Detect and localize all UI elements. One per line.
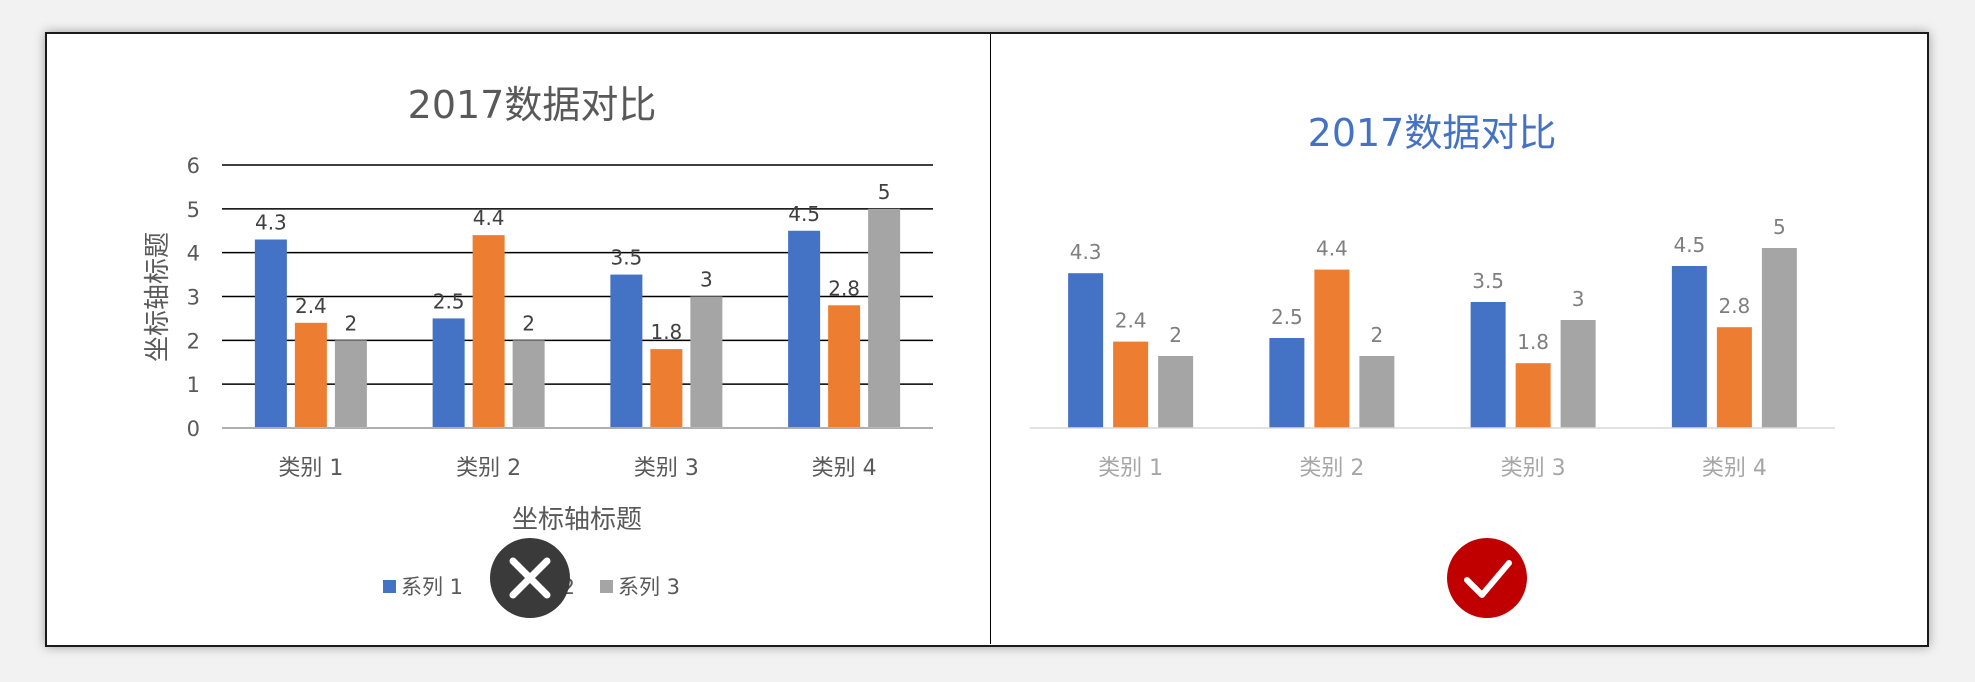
data-label: 2.8	[1718, 294, 1750, 318]
y-tick-label: 4	[187, 242, 200, 266]
cross-icon	[509, 557, 551, 599]
data-label: 4.4	[1316, 237, 1348, 261]
legend-label-series1: 系列 1	[401, 575, 463, 599]
chart-title: 2017数据对比	[408, 83, 657, 127]
x-axis-title: 坐标轴标题	[512, 505, 642, 535]
x-tick-label: 类别 2	[1299, 456, 1364, 481]
bar-series3-3	[690, 296, 723, 428]
data-label: 4.4	[473, 206, 505, 230]
bar-series3-3	[1560, 320, 1596, 428]
data-label: 2	[345, 311, 358, 335]
bar-series2-3	[650, 349, 683, 428]
bar-series1-2	[432, 318, 465, 428]
bar-series2-2	[472, 235, 505, 428]
bar-series3-1	[1158, 356, 1194, 428]
bar-series1-1	[254, 239, 287, 428]
data-label: 3.5	[1472, 269, 1504, 293]
data-label: 1.8	[650, 320, 682, 344]
bar-series3-2	[512, 340, 545, 428]
y-tick-label: 1	[187, 373, 200, 397]
data-label: 2.4	[1115, 309, 1147, 333]
x-tick-label: 类别 4	[812, 456, 877, 481]
y-tick-label: 0	[187, 417, 200, 441]
x-tick-label: 类别 4	[1702, 456, 1767, 481]
bar-series3-4	[868, 208, 901, 428]
check-icon	[1464, 560, 1512, 598]
legend-swatch-series3	[600, 580, 613, 593]
comparison-frame	[45, 32, 1929, 647]
left-chart: 2017数据对比 0 1 2 3 4 5 6 坐标轴标题 4.3 2.4 2 类别 1 2.5 4.4 2 类别…	[143, 83, 933, 618]
bar-series1-4	[1671, 266, 1707, 428]
check-icon-badge	[1447, 538, 1527, 618]
bar-series3-2	[1359, 356, 1395, 428]
bar-series1-3	[610, 274, 643, 428]
y-tick-label: 6	[187, 154, 200, 178]
bar-series2-4	[1716, 327, 1752, 428]
x-tick-label: 类别 1	[1098, 456, 1163, 481]
data-label: 2	[522, 311, 535, 335]
data-label: 5	[878, 180, 891, 204]
bar-series1-4	[788, 230, 821, 428]
data-label: 4.5	[1673, 233, 1705, 257]
legend-label-series3: 系列 3	[618, 575, 680, 599]
bar-series2-3	[1515, 363, 1551, 428]
data-label: 2.8	[828, 276, 860, 300]
x-tick-label: 类别 2	[456, 456, 521, 481]
x-tick-label: 类别 3	[634, 456, 699, 481]
data-label: 2.4	[295, 294, 327, 318]
chart-title: 2017数据对比	[1308, 111, 1557, 155]
bar-series2-2	[1314, 269, 1350, 428]
bar-series2-1	[1113, 341, 1149, 428]
data-label: 4.3	[1070, 240, 1102, 264]
y-tick-label: 3	[187, 286, 200, 310]
bar-series2-4	[828, 305, 861, 428]
y-tick-label: 5	[187, 198, 200, 222]
data-label: 3	[700, 268, 713, 292]
data-label: 2.5	[433, 289, 465, 313]
data-label: 2	[1371, 323, 1384, 347]
data-label: 2	[1169, 323, 1182, 347]
right-chart: 2017数据对比 4.3 2.4 2 类别 1 2.5 4.4 2 类别 2 3.5 1.8 3 类别 …	[1030, 111, 1835, 618]
data-label: 1.8	[1517, 330, 1549, 354]
bar-series3-1	[334, 340, 367, 428]
data-label: 4.3	[255, 211, 287, 235]
legend-swatch-series1	[383, 580, 396, 593]
data-label: 4.5	[788, 202, 820, 226]
bar-series3-4	[1761, 248, 1797, 428]
x-tick-label: 类别 1	[278, 456, 343, 481]
y-axis-title: 坐标轴标题	[143, 232, 173, 362]
data-label: 5	[1773, 215, 1786, 239]
y-tick-label: 2	[187, 329, 200, 353]
x-tick-label: 类别 3	[1501, 456, 1566, 481]
bar-series2-1	[294, 322, 327, 428]
bar-series1-2	[1269, 338, 1305, 428]
data-label: 3.5	[610, 246, 642, 270]
bar-series1-1	[1068, 273, 1104, 428]
bar-series1-3	[1470, 302, 1506, 428]
data-label: 3	[1572, 287, 1585, 311]
data-label: 2.5	[1271, 305, 1303, 329]
panel-divider	[990, 34, 991, 644]
